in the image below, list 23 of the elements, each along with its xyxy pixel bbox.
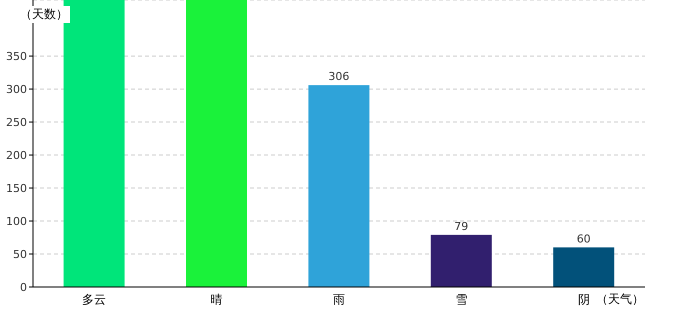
bar — [430, 234, 492, 287]
y-tick-label: 200 — [6, 148, 27, 162]
y-tick-label: 50 — [13, 248, 27, 261]
y-tick-label: 250 — [6, 116, 27, 129]
y-tick-label: 150 — [6, 182, 27, 195]
bar — [64, 0, 125, 287]
x-tick-label: 多云 — [82, 292, 106, 307]
bar — [553, 247, 614, 287]
data-label: 60 — [576, 232, 591, 246]
x-tick-label: 雪 — [455, 292, 468, 307]
y-tick-label: 100 — [6, 214, 27, 228]
bar — [308, 85, 370, 287]
y-tick-label: 0 — [20, 280, 27, 294]
data-label: 79 — [454, 220, 468, 233]
y-tick-label: 300 — [6, 82, 27, 96]
x-tick-label: 雨 — [333, 292, 345, 307]
x-axis-title: （天气） — [596, 291, 644, 308]
bar — [186, 0, 247, 287]
x-tick-label: 晴 — [210, 292, 223, 307]
data-label: 306 — [328, 70, 350, 84]
x-tick-label: 阴 — [578, 292, 590, 307]
y-tick-label: 350 — [6, 50, 27, 63]
y-axis-title: （天数） — [18, 6, 70, 23]
